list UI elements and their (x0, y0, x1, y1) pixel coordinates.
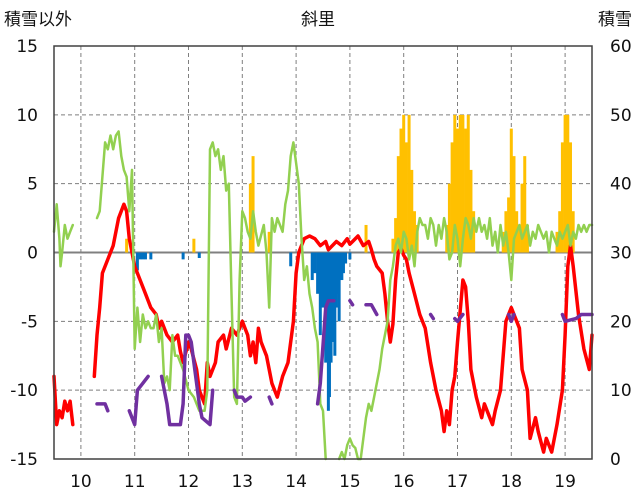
bar-orange-33 (517, 224, 521, 253)
y-left-tick-3: 0 (27, 244, 38, 264)
x-tick-2: 12 (178, 472, 200, 492)
bar-orange-4 (267, 231, 271, 253)
plot-frame (53, 45, 593, 460)
bar-orange-31 (512, 156, 516, 253)
bar-orange-25 (469, 169, 473, 253)
bar-orange-23 (464, 128, 468, 253)
bar-orange-18 (450, 142, 454, 253)
bar-orange-21 (458, 114, 462, 253)
x-tick-5: 15 (339, 472, 361, 492)
y-left-ticks: 15 10 5 0 -5 -10 -15 (10, 37, 38, 470)
series-lines (52, 130, 594, 461)
bar-orange-19 (453, 114, 457, 253)
bar-blue-5 (181, 252, 185, 260)
bar-orange-11 (404, 142, 408, 253)
bar-orange-9 (399, 128, 403, 253)
series-line-green (52, 130, 594, 461)
bar-orange-41 (566, 114, 570, 253)
plot-border (53, 45, 593, 460)
left-axis-label: 積雪以外 (4, 10, 72, 30)
x-tick-8: 18 (500, 472, 522, 492)
bar-orange-2 (248, 183, 252, 253)
bar-orange-3 (251, 156, 255, 253)
bar-blue-3 (143, 252, 147, 260)
bar-orange-35 (523, 156, 527, 253)
bar-orange-20 (456, 128, 459, 253)
bar-blue-24 (344, 252, 348, 264)
bar-blue-19 (334, 252, 338, 308)
bar-orange-12 (407, 114, 411, 253)
series-line-purple (95, 298, 594, 427)
chart-title: 斜里 (301, 10, 335, 30)
x-tick-0: 10 (70, 472, 92, 492)
bar-blue-1 (138, 252, 142, 260)
y-right-ticks: 60 50 40 30 20 10 0 (610, 37, 632, 470)
y-left-tick-0: 15 (16, 37, 38, 57)
bar-blue-12 (321, 252, 325, 308)
bar-blue-18 (333, 252, 337, 356)
bar-orange-5 (364, 224, 368, 253)
bar-orange-29 (507, 197, 511, 253)
x-tick-9: 19 (554, 472, 576, 492)
y-right-tick-0: 60 (610, 37, 632, 57)
bar-orange-42 (568, 142, 572, 253)
bar-blue-10 (316, 252, 320, 294)
bar-blue-8 (310, 252, 314, 281)
y-right-tick-1: 50 (610, 106, 632, 126)
x-tick-1: 11 (124, 472, 146, 492)
bar-orange-22 (461, 114, 465, 253)
bar-blue-25 (348, 252, 352, 260)
x-tick-7: 17 (447, 472, 469, 492)
bar-orange-26 (472, 211, 476, 253)
y-right-tick-6: 0 (610, 450, 621, 470)
bar-orange-39 (560, 142, 564, 253)
bar-orange-10 (402, 114, 406, 253)
x-tick-6: 16 (393, 472, 415, 492)
y-right-tick-4: 20 (610, 312, 632, 332)
bar-blue-23 (341, 252, 345, 274)
x-tick-4: 14 (285, 472, 307, 492)
y-left-tick-4: -5 (21, 312, 38, 332)
bar-orange-1 (192, 238, 196, 253)
bar-blue-22 (340, 252, 344, 281)
right-axis-label: 積雪 (598, 10, 632, 30)
y-right-tick-2: 40 (610, 175, 632, 195)
bar-blue-21 (337, 252, 341, 322)
bar-orange-34 (520, 183, 524, 253)
bar-orange-40 (563, 114, 567, 253)
bar-blue-15 (327, 252, 331, 398)
y-left-tick-6: -15 (10, 450, 38, 470)
bar-orange-8 (396, 156, 400, 253)
y-left-tick-2: 5 (27, 175, 38, 195)
bar-orange-13 (410, 169, 414, 253)
bar-blue-11 (318, 252, 322, 336)
bar-orange-36 (525, 224, 529, 253)
bar-orange-6 (391, 238, 395, 253)
x-tick-3: 13 (231, 472, 253, 492)
y-left-tick-5: -10 (10, 381, 38, 401)
bar-blue-9 (313, 252, 317, 274)
bar-orange-0 (125, 238, 129, 253)
y-right-tick-3: 30 (610, 244, 632, 264)
bar-blue-0 (135, 252, 139, 271)
bar-blue-16 (329, 252, 333, 363)
bar-orange-30 (509, 128, 513, 253)
bar-blue-4 (149, 252, 153, 260)
bar-blue-6 (197, 252, 201, 259)
bar-orange-17 (447, 183, 451, 253)
x-ticks: 10 11 12 13 14 15 16 17 18 19 (70, 472, 576, 492)
bar-orange-14 (412, 211, 416, 253)
bar-blue-2 (141, 252, 145, 260)
bar-orange-24 (466, 114, 470, 253)
bar-blue-7 (289, 252, 293, 267)
y-left-tick-1: 10 (16, 106, 38, 126)
bar-orange-7 (394, 218, 398, 253)
y-right-tick-5: 10 (610, 381, 632, 401)
